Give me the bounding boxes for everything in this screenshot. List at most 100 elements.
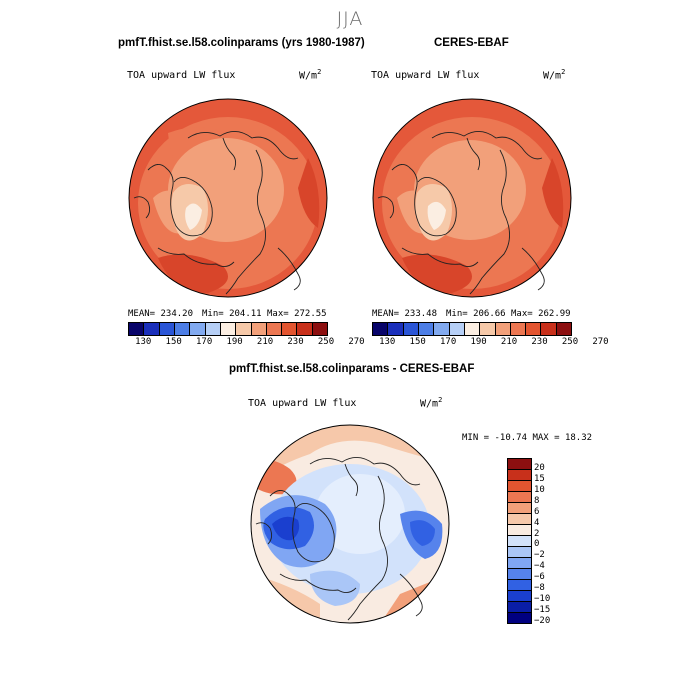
diff-colorbar-tick-label: −20 [534, 616, 551, 626]
diff-colorbar-swatch [508, 579, 531, 590]
model-field-east [298, 158, 320, 228]
diff-units-label: W/m2 [420, 396, 442, 409]
diff-field-pole [315, 474, 405, 554]
obs-colorbar-swatch [402, 323, 418, 335]
obs-panel-title: CERES-EBAF [434, 37, 509, 49]
diff-colorbar-ticks: 20 15 10 8 6 4 2 0 −2 −4 −6 −8 −10 −15 −20 [534, 458, 574, 626]
model-coastlines [133, 131, 301, 295]
diff-colorbar-tick-label: 6 [534, 506, 540, 517]
obs-units-exp: 2 [561, 68, 566, 76]
model-colorbar-swatch [143, 323, 159, 335]
obs-colorbar-swatch [509, 323, 526, 335]
model-units-exp: 2 [317, 68, 322, 76]
diff-minmax-stat: MIN = -10.74 MAX = 18.32 [462, 433, 593, 443]
diff-colorbar-swatch [508, 524, 531, 535]
obs-colorbar-swatch [387, 323, 403, 335]
obs-field-icecap [427, 201, 446, 230]
diff-polar-map [250, 424, 450, 624]
season-title: JJA [336, 8, 364, 30]
diff-coastlines [255, 457, 423, 621]
obs-colorbar-swatch [479, 323, 495, 335]
obs-max-stat: Max= 262.99 [511, 309, 571, 319]
diff-variable-label: TOA upward LW flux [248, 398, 357, 409]
diff-colorbar-swatch [508, 546, 531, 557]
diff-colorbar-tick-label: −15 [534, 605, 551, 616]
diff-colorbar-swatch [508, 568, 531, 579]
diff-colorbar-swatch [508, 590, 531, 601]
obs-colorbar-swatch [433, 323, 449, 335]
model-min-stat: Min= 204.11 [202, 309, 262, 319]
diff-colorbar-swatch [508, 469, 531, 480]
diff-colorbar-tick-label: 2 [534, 528, 540, 539]
model-colorbar-swatch [250, 323, 266, 335]
diff-colorbar-tick-label: 10 [534, 484, 545, 495]
model-colorbar [128, 322, 328, 336]
obs-colorbar [372, 322, 572, 336]
diff-colorbar-swatch [508, 535, 531, 546]
obs-colorbar-tick-label: 210 [500, 337, 518, 347]
model-field-icecap [185, 203, 202, 230]
model-colorbar-swatch [204, 323, 220, 335]
model-colorbar-swatch [265, 323, 282, 335]
obs-colorbar-swatch [555, 323, 572, 335]
diff-field-east-core [410, 520, 435, 546]
diff-colorbar-tick-label: −10 [534, 594, 551, 605]
model-colorbar-ticks: 130 150 170 190 210 230 250 270 [128, 337, 365, 349]
diff-panel-title: pmfT.fhist.se.l58.colinparams - CERES-EB… [229, 363, 475, 375]
obs-colorbar-tick-label: 170 [440, 337, 457, 347]
model-colorbar-swatch [311, 323, 328, 335]
model-colorbar-swatch [219, 323, 236, 335]
obs-colorbar-tick-label: 190 [470, 337, 487, 347]
obs-colorbar-swatch [540, 323, 556, 335]
model-colorbar-swatch [235, 323, 251, 335]
model-colorbar-tick-label: 210 [256, 337, 274, 347]
obs-colorbar-tick-label: 250 [561, 337, 579, 347]
model-colorbar-tick-label: 230 [287, 337, 304, 347]
model-colorbar-swatch [281, 323, 297, 335]
model-colorbar-swatch [296, 323, 312, 335]
diff-colorbar-swatch [508, 480, 531, 491]
model-units-label: W/m2 [299, 68, 321, 81]
obs-min-stat: Min= 206.66 [446, 309, 506, 319]
model-colorbar-swatch [129, 323, 144, 335]
diff-field-west-peak [272, 516, 300, 541]
diff-colorbar-swatch [508, 491, 531, 502]
model-polar-map [128, 98, 328, 298]
diff-field-south-cool [310, 570, 360, 606]
obs-colorbar-tick-label: 130 [379, 337, 396, 347]
diff-colorbar [507, 458, 532, 624]
obs-colorbar-swatch [417, 323, 434, 335]
diff-colorbar-swatch [508, 513, 531, 524]
model-colorbar-tick-label: 130 [135, 337, 152, 347]
diff-colorbar-tick-label: 0 [534, 539, 540, 550]
obs-colorbar-swatch [494, 323, 510, 335]
model-colorbar-swatch [189, 323, 205, 335]
obs-units-label: W/m2 [543, 68, 565, 81]
obs-colorbar-tick-label: 270 [592, 337, 609, 347]
obs-coastlines [377, 131, 545, 295]
diff-colorbar-tick-label: −6 [534, 572, 545, 583]
diff-colorbar-swatch [508, 601, 531, 612]
obs-colorbar-swatch [463, 323, 480, 335]
obs-polar-map [372, 98, 572, 298]
diff-colorbar-swatch [508, 459, 531, 469]
diff-units-base: W/m [420, 398, 439, 410]
diff-colorbar-tick-label: 4 [534, 517, 540, 528]
model-colorbar-tick-label: 170 [196, 337, 213, 347]
diff-colorbar-tick-label: 20 [534, 462, 545, 473]
obs-colorbar-swatch [448, 323, 464, 335]
obs-field-east [542, 158, 564, 228]
obs-colorbar-tick-label: 150 [409, 337, 426, 347]
model-max-stat: Max= 272.55 [267, 309, 327, 319]
diff-colorbar-swatch [508, 557, 531, 568]
model-colorbar-swatch [158, 323, 174, 335]
model-colorbar-swatch [173, 323, 190, 335]
model-mean-stat: MEAN= 234.20 [128, 309, 194, 319]
obs-mean-stat: MEAN= 233.48 [372, 309, 438, 319]
obs-colorbar-swatch [525, 323, 541, 335]
diff-units-exp: 2 [438, 396, 443, 404]
diff-colorbar-tick-label: 8 [534, 495, 540, 506]
diff-colorbar-tick-label: −8 [534, 583, 545, 594]
model-colorbar-tick-label: 150 [165, 337, 182, 347]
diff-colorbar-tick-label: 15 [534, 473, 545, 484]
